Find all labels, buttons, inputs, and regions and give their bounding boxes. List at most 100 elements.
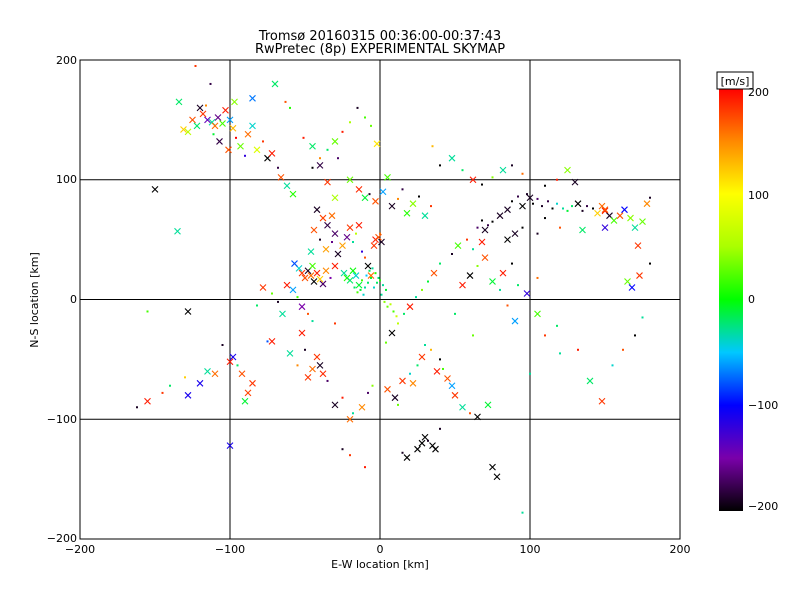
data-point-small (536, 197, 539, 200)
data-point-small (451, 252, 453, 255)
data-point-large (298, 303, 306, 311)
data-point-large (279, 310, 286, 318)
data-point-small (329, 276, 332, 279)
data-point-large (534, 310, 541, 318)
data-point-small (562, 207, 564, 210)
data-point-small (634, 334, 636, 337)
data-point-large (283, 281, 291, 289)
data-point-small (454, 312, 456, 315)
data-point-small (341, 396, 344, 399)
data-point-large (346, 224, 354, 232)
data-point-small (146, 310, 149, 313)
data-point-large (616, 212, 624, 220)
data-point-small (334, 322, 336, 325)
data-point-large (601, 224, 609, 232)
data-point-small (430, 348, 432, 351)
data-point-large (249, 122, 256, 130)
data-point-small (277, 300, 279, 303)
data-point-large (388, 202, 396, 210)
data-point-large (253, 146, 261, 154)
data-point-small (353, 286, 356, 289)
data-point-large (346, 415, 354, 423)
data-point-small (442, 367, 444, 370)
data-point-large (418, 353, 426, 361)
data-point-large (328, 212, 336, 220)
colorbar-gradient (719, 88, 743, 511)
data-point-large (331, 230, 339, 238)
data-point-small (439, 358, 441, 361)
data-point-large (406, 303, 414, 311)
data-point-large (189, 116, 196, 124)
data-point-small (236, 364, 239, 367)
data-point-large (346, 276, 354, 284)
data-point-large (174, 227, 181, 235)
data-point-small (184, 376, 186, 379)
data-point-large (283, 182, 291, 190)
data-point-small (289, 106, 291, 109)
data-point-large (628, 284, 636, 291)
plot-area (79, 59, 681, 540)
data-point-large (414, 445, 421, 453)
data-point-small (469, 412, 471, 415)
data-point-small (194, 64, 197, 67)
data-point-large (346, 176, 354, 184)
data-point-small (476, 264, 479, 267)
data-point-large (249, 379, 256, 387)
data-point-small (326, 148, 329, 151)
data-point-large (459, 403, 466, 411)
data-point-small (341, 130, 344, 133)
data-point-large (469, 176, 477, 184)
data-point-small (532, 202, 534, 205)
data-point-large (384, 173, 391, 181)
data-point-large (184, 391, 192, 399)
data-point-large (259, 284, 267, 291)
data-point-large (489, 278, 496, 285)
data-point-large (324, 221, 331, 229)
y-tick-label: −200 (47, 532, 77, 545)
data-point-large (214, 114, 222, 121)
data-point-small (307, 312, 309, 315)
data-point-large (193, 122, 201, 130)
data-point-small (277, 166, 279, 169)
data-point-large (370, 242, 378, 250)
data-point-large (313, 206, 321, 214)
data-point-small (319, 157, 321, 160)
data-point-large (378, 238, 385, 246)
data-point-small (235, 136, 237, 139)
data-point-small (427, 439, 429, 442)
data-point-large (496, 212, 504, 220)
data-point-small (341, 448, 344, 451)
data-point-small (649, 262, 651, 265)
data-point-large (298, 329, 306, 337)
data-point-small (296, 296, 299, 299)
data-point-small (556, 202, 558, 205)
data-point-small (592, 207, 594, 210)
data-point-large (481, 226, 489, 234)
data-point-small (136, 406, 138, 409)
chart-subtitle: RwPretec (8p) EXPERIMENTAL SKYMAP (255, 42, 505, 57)
data-point-small (521, 226, 524, 229)
data-point-small (364, 256, 366, 259)
data-point-large (196, 104, 204, 112)
data-point-small (416, 364, 419, 367)
grid-lines (80, 60, 680, 539)
data-point-small (364, 116, 366, 119)
data-point-small (521, 172, 524, 175)
data-point-large (301, 274, 309, 282)
data-point-large (499, 269, 507, 277)
data-point-small (427, 280, 429, 283)
data-point-large (355, 185, 363, 193)
data-point-large (286, 349, 294, 357)
data-point-large (316, 361, 324, 369)
data-point-large (268, 150, 276, 157)
data-point-large (331, 194, 339, 202)
data-point-small (169, 384, 171, 387)
data-point-large (225, 146, 232, 154)
data-point-large (409, 200, 417, 208)
data-point-large (624, 278, 631, 285)
data-point-large (204, 367, 211, 375)
data-point-small (476, 226, 479, 229)
data-point-small (439, 164, 441, 167)
data-point-small (361, 279, 363, 282)
y-tick-label: 0 (70, 293, 77, 306)
